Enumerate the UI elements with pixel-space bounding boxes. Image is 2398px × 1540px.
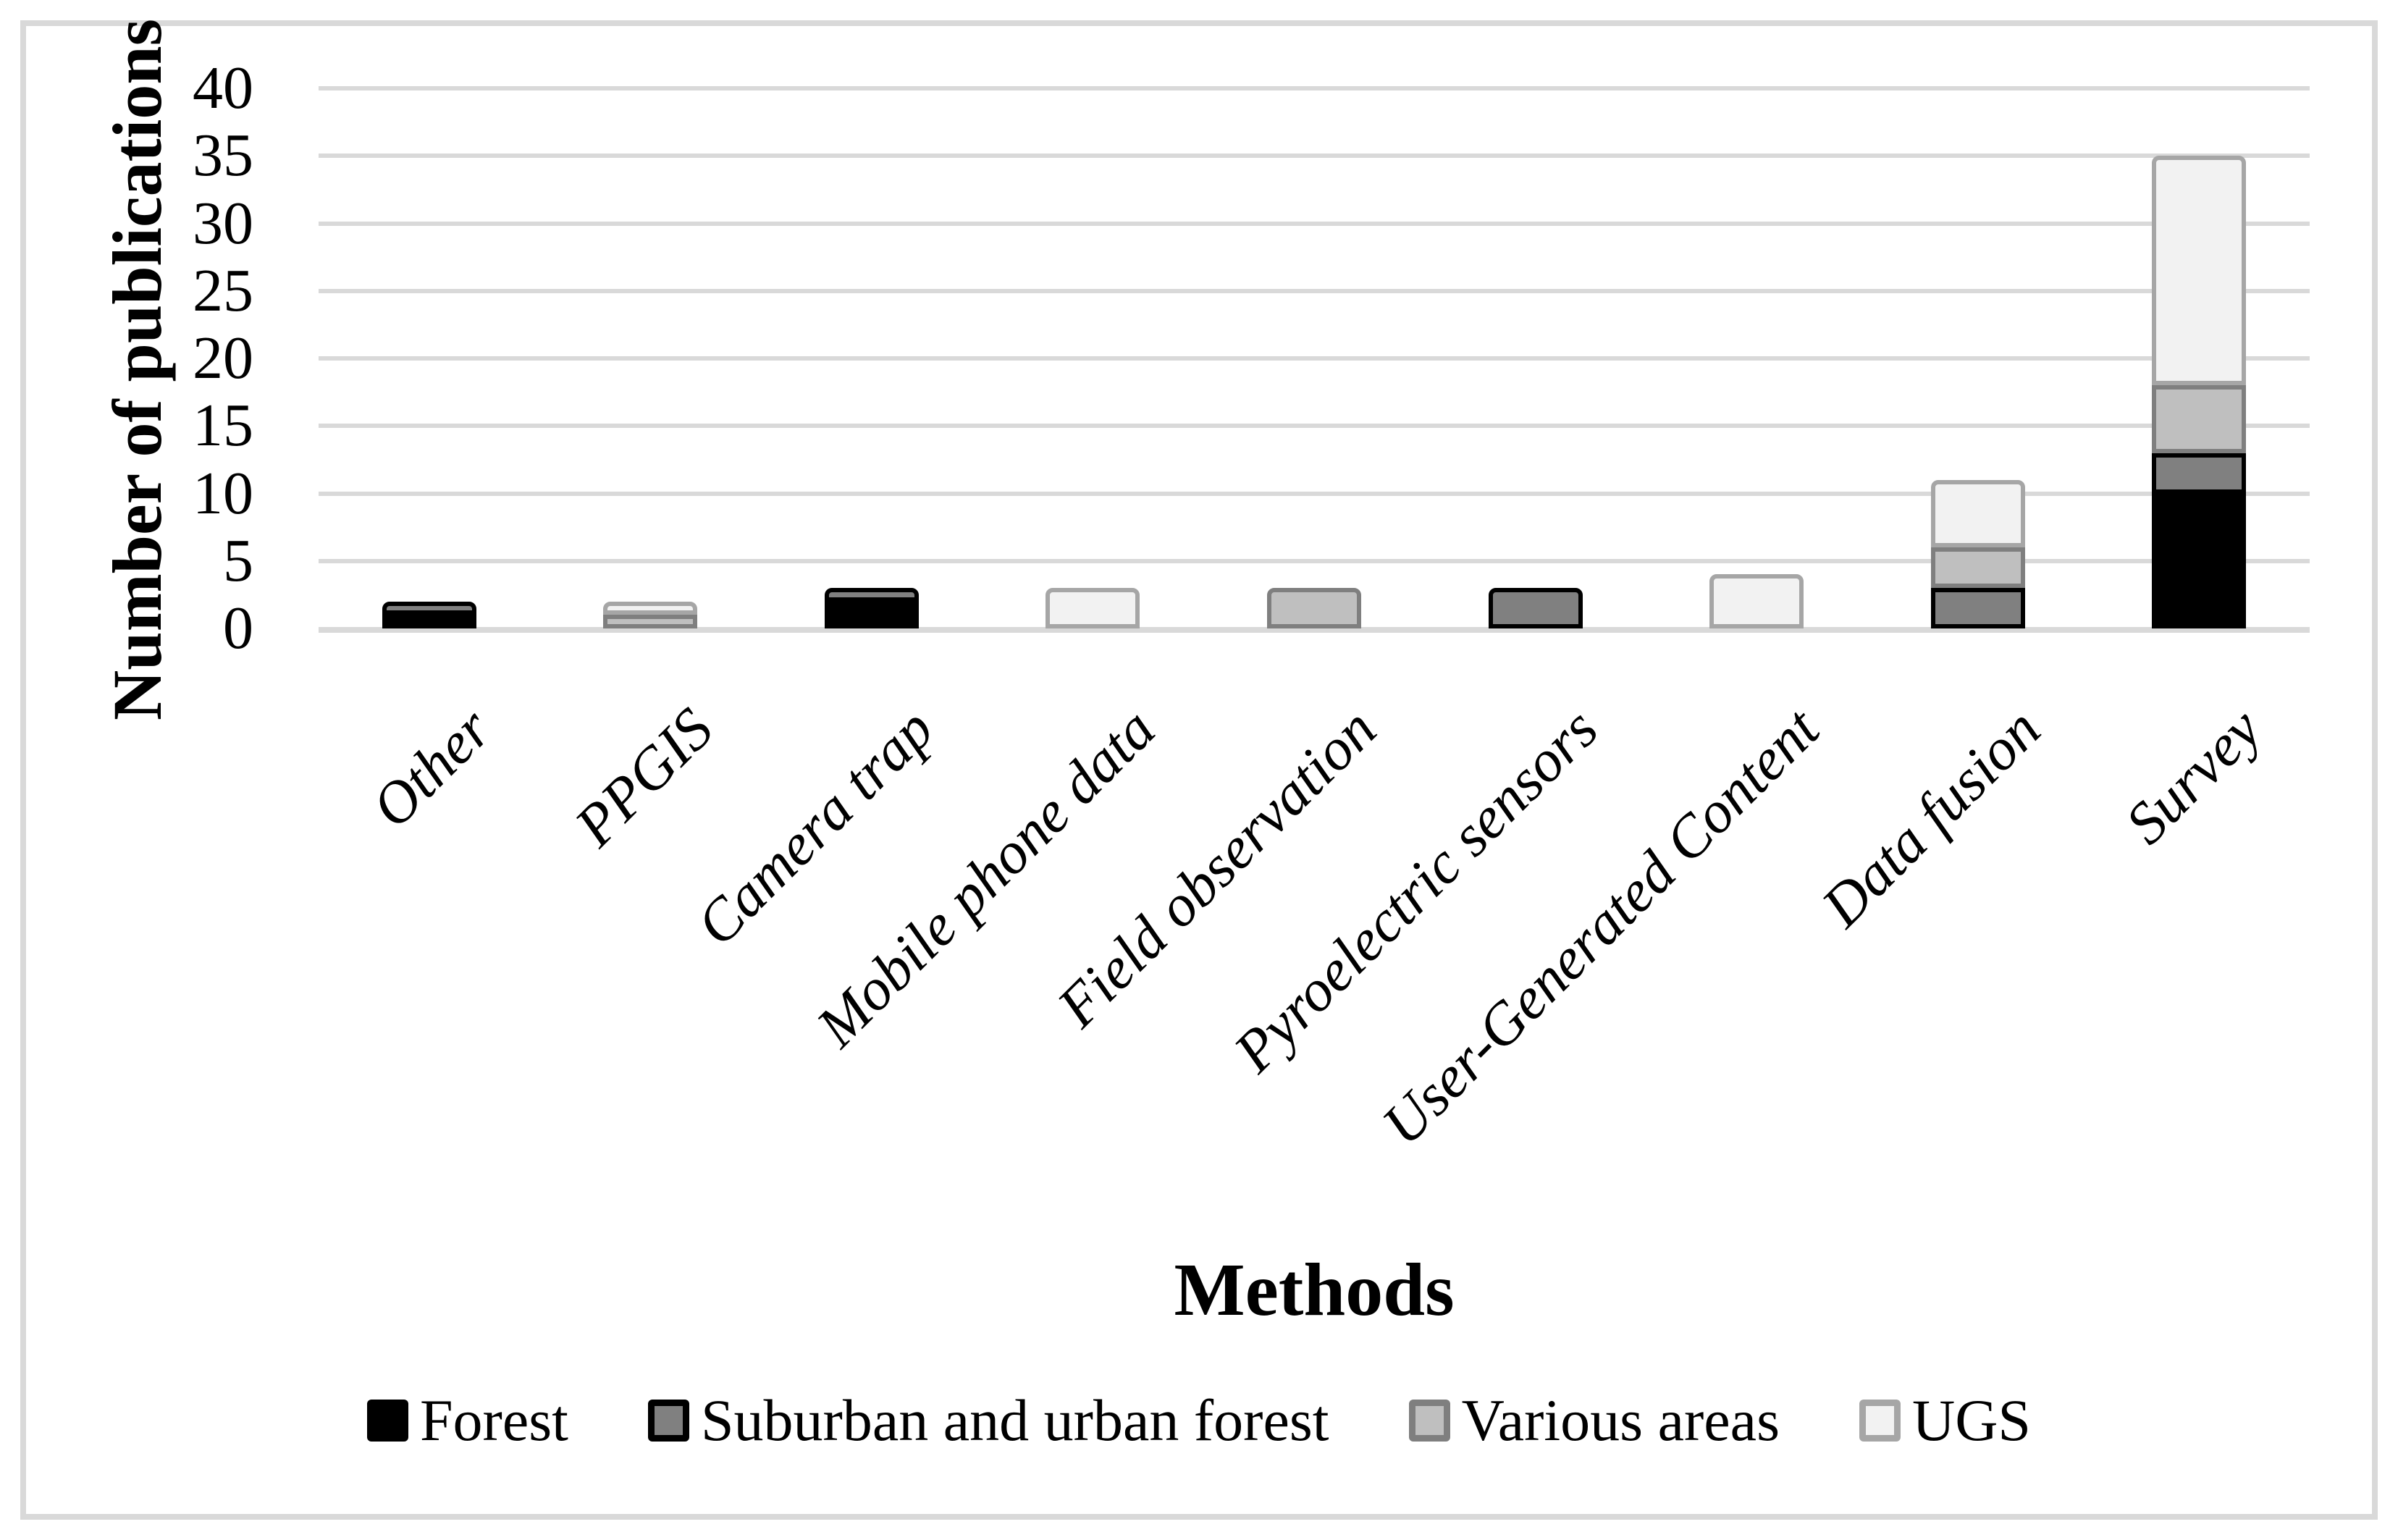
legend-marker-ugs: [1859, 1400, 1901, 1442]
bar-segment-various-areas: [1930, 547, 2025, 589]
y-tick-label-0: 0: [223, 594, 253, 662]
legend-marker-forest: [366, 1400, 408, 1442]
gridline-30: [319, 221, 2310, 226]
bar-user-generated-content: [1709, 574, 1804, 628]
gridline-0: [319, 627, 2310, 633]
legend-label: Forest: [419, 1387, 568, 1453]
legend-label: UGS: [1912, 1387, 2032, 1453]
bar-segment-ugs: [2152, 156, 2247, 386]
gridline-5: [319, 558, 2310, 563]
bar-field-observation: [1267, 588, 1361, 628]
gridline-40: [319, 86, 2310, 91]
chart-outer-border: [20, 20, 2378, 1520]
gridline-35: [319, 153, 2310, 159]
y-tick-label-30: 30: [193, 189, 253, 257]
legend-item-forest: Forest: [366, 1384, 568, 1457]
y-tick-label-15: 15: [193, 392, 253, 460]
bar-segment-various-areas: [603, 615, 698, 628]
bar-segment-forest: [382, 615, 476, 628]
bar-segment-suburban-and-urban-forest: [1488, 588, 1583, 628]
legend-marker-various-areas: [1408, 1400, 1450, 1442]
legend-label: Various areas: [1461, 1387, 1780, 1453]
legend-item-various-areas: Various areas: [1408, 1384, 1780, 1457]
gridline-25: [319, 288, 2310, 293]
y-tick-label-5: 5: [223, 526, 253, 594]
bar-ppgis: [603, 601, 698, 628]
gridline-15: [319, 424, 2310, 429]
gridline-20: [319, 356, 2310, 361]
gridline-10: [319, 491, 2310, 496]
legend-label: Suburban and urban forest: [700, 1387, 1329, 1453]
bar-segment-suburban-and-urban-forest: [824, 588, 919, 602]
bar-segment-ugs: [1046, 588, 1140, 628]
bar-segment-forest: [824, 601, 919, 628]
y-tick-label-10: 10: [193, 459, 253, 527]
legend-item-suburban-and-urban-forest: Suburban and urban forest: [647, 1384, 1329, 1457]
bar-segment-various-areas: [2152, 385, 2247, 453]
y-tick-label-35: 35: [193, 122, 253, 190]
x-axis-title: Methods: [1174, 1248, 1455, 1331]
bar-segment-suburban-and-urban-forest: [2152, 453, 2247, 494]
bar-segment-ugs: [1709, 574, 1804, 628]
legend-marker-suburban-and-urban-forest: [647, 1400, 689, 1442]
y-tick-label-25: 25: [193, 256, 253, 324]
y-tick-label-20: 20: [193, 324, 253, 392]
legend-item-ugs: UGS: [1859, 1384, 2031, 1457]
legend: Forest Suburban and urban forest Various a…: [0, 1384, 2398, 1457]
bar-survey: [2152, 156, 2247, 628]
bar-segment-ugs: [1930, 479, 2025, 548]
bar-data-fusion: [1930, 479, 2025, 628]
bar-camera-trap: [824, 588, 919, 628]
bar-mobile-phone-data: [1046, 588, 1140, 628]
bar-segment-suburban-and-urban-forest: [1930, 588, 2025, 628]
bar-segment-forest: [2152, 493, 2247, 628]
bar-segment-ugs: [603, 601, 698, 615]
y-tick-label-40: 40: [193, 54, 253, 122]
bar-other: [382, 601, 476, 628]
bar-pyroelectric-sensors: [1488, 588, 1583, 628]
plot-area: [319, 86, 2310, 633]
bar-segment-suburban-and-urban-forest: [382, 601, 476, 615]
bar-segment-various-areas: [1267, 588, 1361, 628]
